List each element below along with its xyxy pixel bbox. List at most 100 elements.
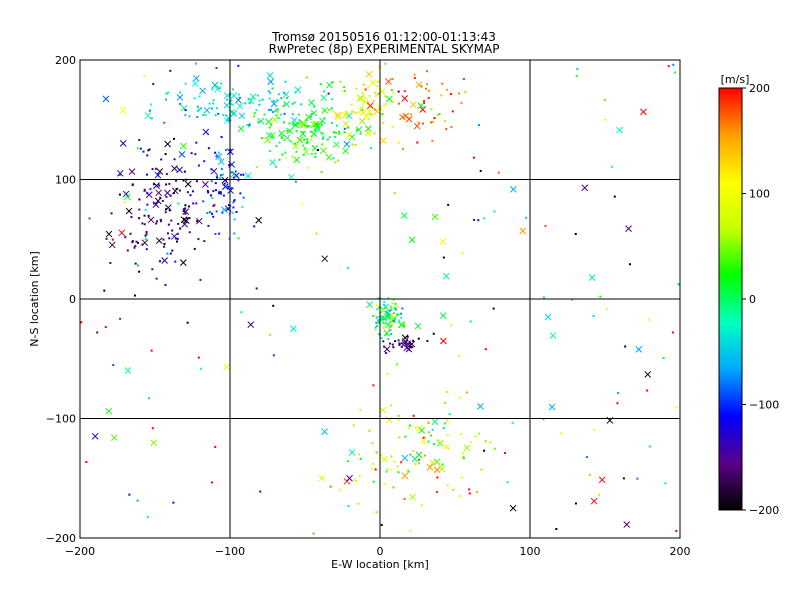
cross-marker xyxy=(433,458,441,466)
cross-marker xyxy=(270,100,278,108)
dot-marker xyxy=(214,114,217,117)
cross-marker xyxy=(156,168,164,175)
dot-marker xyxy=(310,135,313,138)
dot-marker xyxy=(274,110,277,113)
dot-marker xyxy=(167,223,170,226)
dot-marker xyxy=(459,397,462,400)
dot-marker xyxy=(170,219,173,222)
dot-marker xyxy=(230,99,233,102)
dot-marker xyxy=(110,212,113,215)
cross-marker xyxy=(385,95,393,103)
dot-marker xyxy=(398,342,401,345)
dot-marker xyxy=(280,97,283,100)
dot-marker xyxy=(677,283,680,286)
colorbar-tick-label: 0 xyxy=(749,293,756,306)
cross-marker xyxy=(509,504,517,512)
cross-marker xyxy=(180,216,188,224)
cross-marker xyxy=(321,255,329,263)
dot-marker xyxy=(359,132,362,135)
dot-marker xyxy=(214,445,217,448)
dot-marker xyxy=(164,98,167,101)
cross-marker xyxy=(305,113,312,121)
cross-marker xyxy=(180,142,187,150)
dot-marker xyxy=(205,109,208,112)
cross-marker xyxy=(399,113,406,121)
dot-marker xyxy=(462,77,465,80)
dot-marker xyxy=(169,194,172,197)
dot-marker xyxy=(392,346,395,349)
dot-marker xyxy=(337,159,340,162)
dot-marker xyxy=(200,367,203,370)
dot-marker xyxy=(351,110,354,113)
cross-marker xyxy=(308,99,315,106)
dot-marker xyxy=(400,316,403,319)
dot-marker xyxy=(239,173,242,176)
dot-marker xyxy=(184,204,187,207)
dot-marker xyxy=(282,121,285,124)
dot-marker xyxy=(277,93,280,96)
dot-marker xyxy=(352,424,355,427)
dot-marker xyxy=(441,463,444,466)
dot-marker xyxy=(275,165,278,168)
dot-marker xyxy=(196,105,199,108)
dot-marker xyxy=(374,91,377,94)
dot-marker xyxy=(382,326,385,329)
dot-marker xyxy=(484,348,487,351)
dot-marker xyxy=(420,504,423,507)
dot-marker xyxy=(168,209,171,212)
dot-marker xyxy=(446,484,449,487)
dot-marker xyxy=(403,497,406,500)
dot-marker xyxy=(403,324,406,327)
dot-marker xyxy=(230,187,233,190)
dot-marker xyxy=(398,436,401,439)
dot-marker xyxy=(387,297,390,300)
dot-marker xyxy=(214,182,217,185)
dot-marker xyxy=(440,464,443,467)
dot-marker xyxy=(155,222,158,225)
dot-marker xyxy=(195,141,198,144)
cross-marker xyxy=(184,180,192,188)
dot-marker xyxy=(118,173,121,176)
y-tick-label: −100 xyxy=(46,413,76,426)
dot-marker xyxy=(133,246,136,249)
dot-marker xyxy=(175,237,178,240)
dot-marker xyxy=(416,141,419,144)
cross-marker xyxy=(290,116,298,124)
dot-marker xyxy=(184,207,187,210)
dot-marker xyxy=(371,114,374,117)
cross-marker xyxy=(217,158,225,166)
dot-marker xyxy=(207,191,210,194)
dot-marker xyxy=(272,304,275,307)
dot-marker xyxy=(149,103,152,106)
dot-marker xyxy=(215,189,218,192)
dot-marker xyxy=(206,211,209,214)
dot-marker xyxy=(246,124,249,127)
dot-marker xyxy=(294,180,297,183)
cross-marker xyxy=(355,126,363,134)
dot-marker xyxy=(343,89,346,92)
dot-marker xyxy=(163,243,166,246)
dot-marker xyxy=(367,132,370,135)
dot-marker xyxy=(383,300,386,303)
dot-marker xyxy=(377,333,380,336)
cross-marker xyxy=(247,321,255,328)
dot-marker xyxy=(135,240,138,243)
dot-marker xyxy=(214,151,217,154)
dot-marker xyxy=(368,113,371,116)
dot-marker xyxy=(291,123,294,126)
dot-marker xyxy=(355,480,358,483)
dot-marker xyxy=(662,357,665,360)
cross-marker xyxy=(588,274,596,281)
dot-marker xyxy=(387,337,390,340)
dot-marker xyxy=(385,322,388,325)
dot-marker xyxy=(473,218,476,221)
dot-marker xyxy=(210,481,213,484)
dot-marker xyxy=(362,83,365,86)
dot-marker xyxy=(211,197,214,200)
dot-marker xyxy=(276,99,279,102)
dot-marker xyxy=(386,311,389,314)
dot-marker xyxy=(489,441,492,444)
dot-marker xyxy=(147,214,150,217)
y-axis: −200 −100 0 100 200 xyxy=(46,54,86,545)
dot-marker xyxy=(398,319,401,322)
